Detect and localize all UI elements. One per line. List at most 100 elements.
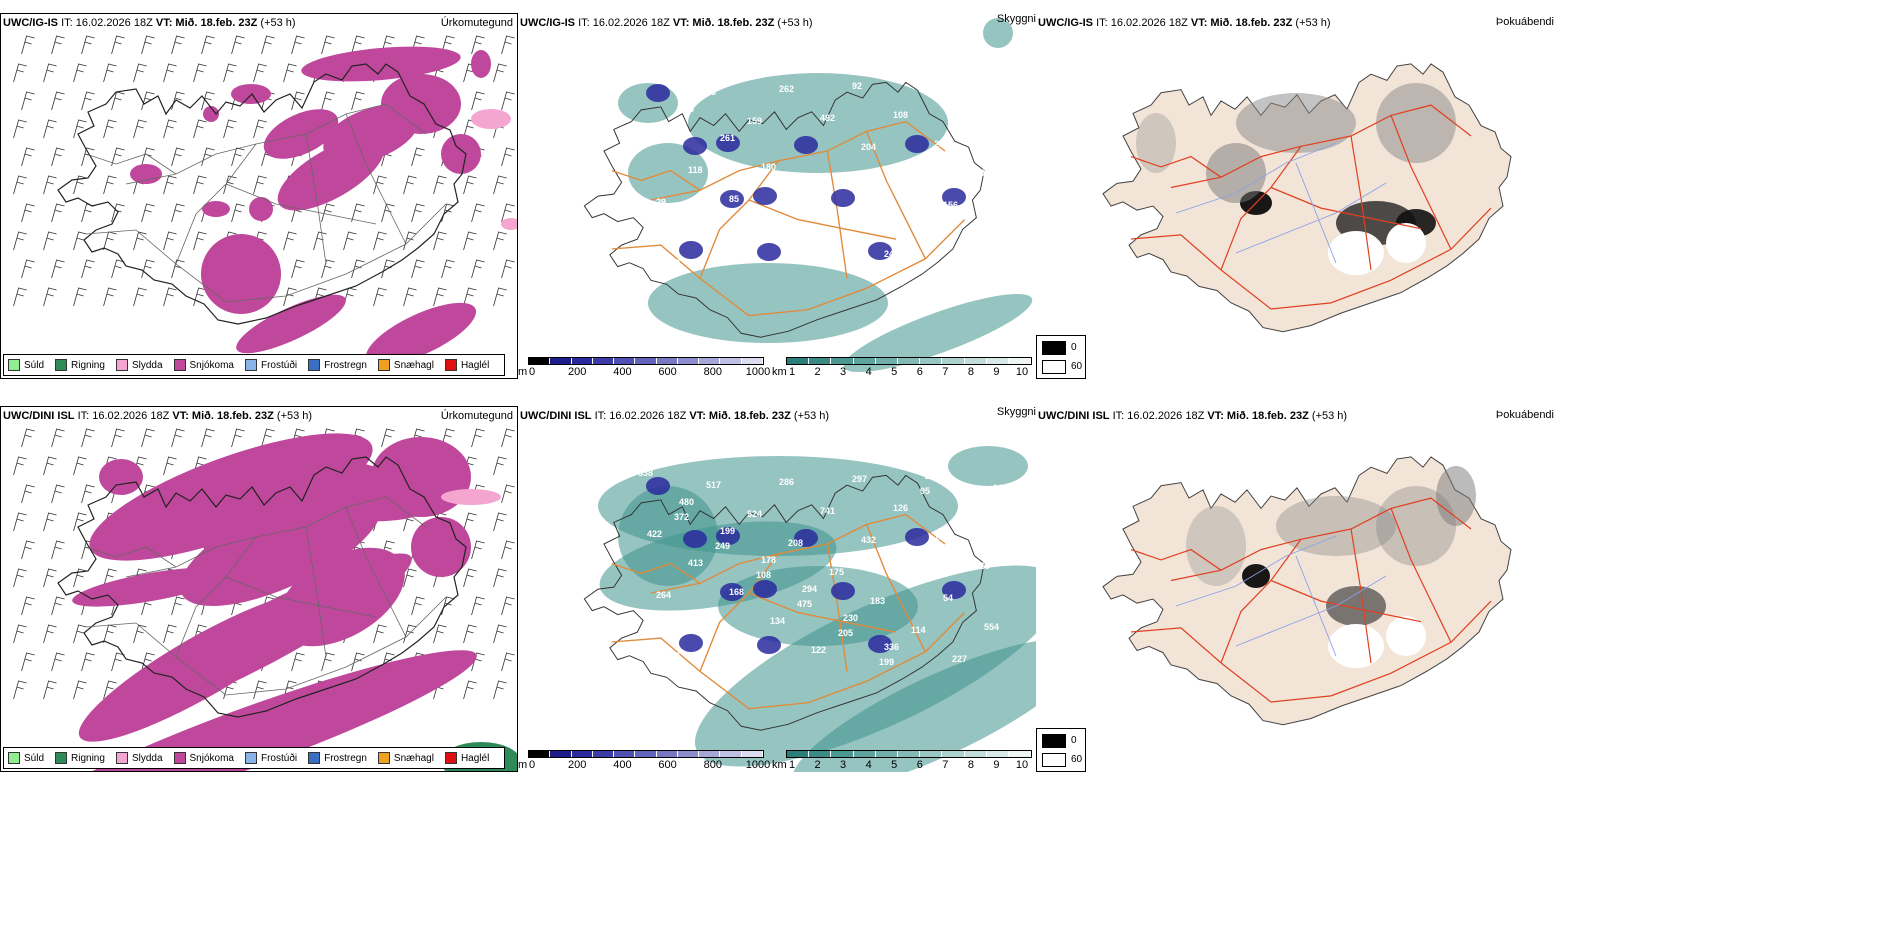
height-label: 393 [802, 191, 817, 201]
mountain-area [942, 581, 966, 599]
height-label: 29 [656, 197, 666, 207]
fog-map-dini [1102, 456, 1512, 726]
wind-barb [411, 596, 425, 616]
road [650, 120, 946, 201]
wind-barb [193, 119, 207, 139]
wind-barb [463, 231, 477, 251]
wind-barb [411, 259, 425, 279]
wind-barb [51, 652, 65, 672]
colorbar-tick: 8 [967, 366, 974, 378]
wind-barb [73, 287, 87, 307]
mountain-area [716, 527, 740, 545]
height-label: 554 [984, 622, 999, 632]
colorbar-tick: 7 [942, 759, 949, 771]
height-label: 286 [779, 477, 794, 487]
wind-barb [13, 175, 27, 195]
height-label: 199 [720, 526, 735, 536]
height-label: 129 [638, 75, 653, 85]
legend-item: Slydda [115, 359, 163, 371]
colorbar-tick: 6 [916, 366, 923, 378]
fog-panel-dini: UWC/DINI ISL IT: 16.02.2026 18Z VT: Mið.… [1036, 406, 1558, 772]
legend-swatch [308, 752, 321, 764]
wind-barb [43, 175, 57, 195]
wind-barb [201, 91, 215, 111]
height-label: 163 [679, 104, 694, 114]
iceland-outline [57, 63, 467, 325]
colorbar-strip [528, 750, 764, 758]
wind-barb [141, 35, 155, 55]
height-label: 432 [861, 535, 876, 545]
colorbar-unit: m [518, 759, 528, 771]
wind-barb [73, 680, 87, 700]
fog-index-area [1376, 486, 1456, 566]
mountain-area [831, 582, 855, 600]
wind-barb [433, 287, 447, 307]
height-label: 168 [729, 587, 744, 597]
height-label: 236 [811, 252, 826, 262]
legend-label: Snæhagl [393, 359, 434, 371]
sleet-areas [471, 109, 517, 230]
legend-swatch [244, 752, 257, 764]
mountain-areas [646, 84, 966, 261]
height-label: 134 [770, 616, 785, 626]
mountain-area [757, 243, 781, 261]
wind-barb [51, 540, 65, 560]
panel-title: Skyggni [996, 13, 1036, 25]
wind-barb [433, 175, 447, 195]
precip-type-panel-ig: UWC/IG-IS IT: 16.02.2026 18Z VT: Mið. 18… [0, 13, 518, 379]
legend-item: Slydda [115, 752, 163, 764]
wind-barb [103, 680, 117, 700]
wind-barb [43, 63, 57, 83]
fog-index-area [1276, 496, 1396, 556]
height-label: 204 [861, 142, 876, 152]
low-visibility-areas [618, 18, 1033, 373]
colorbar-tick: 7 [942, 366, 949, 378]
wind-barb [463, 175, 477, 195]
height-label: 248 [697, 619, 712, 629]
fog-index-area [1436, 466, 1476, 526]
wind-barb [463, 287, 477, 307]
height-label: 122 [811, 645, 826, 655]
wind-barb [433, 231, 447, 251]
iceland-land [1102, 456, 1512, 726]
wind-barb [381, 259, 395, 279]
height-label: 156 [943, 200, 958, 210]
wind-barb [253, 119, 267, 139]
colorbar-tick: 4 [865, 759, 872, 771]
road [225, 576, 377, 618]
wind-barb [13, 512, 27, 532]
snow-area [25, 650, 477, 771]
road [1130, 600, 1492, 703]
colorbar-unit: km [772, 366, 787, 378]
wind-barb [253, 680, 267, 700]
height-label: 205 [838, 628, 853, 638]
low-visibility-area [983, 18, 1013, 48]
snow-area [441, 134, 481, 174]
wind-barb [261, 428, 275, 448]
wind-barb [501, 428, 515, 448]
wind-barb [403, 568, 417, 588]
wind-barb [463, 568, 477, 588]
colorbar-tick: 0 [528, 759, 536, 771]
wind-barb [141, 147, 155, 167]
colorbar-tick: 1000 [745, 366, 771, 378]
road [175, 143, 257, 265]
wind-barb [133, 63, 147, 83]
mountain-area [646, 477, 670, 495]
snow-area [371, 437, 471, 517]
wind-barb [441, 35, 455, 55]
wind-barb [501, 147, 515, 167]
colorbar-strip [786, 750, 1032, 758]
colorbar-tick: 800 [703, 366, 722, 378]
mountain-area [716, 134, 740, 152]
snow-area [78, 592, 324, 742]
wind-barb [163, 119, 177, 139]
wind-barb [321, 259, 335, 279]
wind-barb [103, 231, 117, 251]
wind-barb [493, 624, 507, 644]
snow-area [365, 302, 477, 366]
panel-title: Úrkomutegund [440, 410, 513, 422]
colorbar-tick: 200 [568, 759, 587, 771]
road [1130, 155, 1222, 178]
height-label: 54 [943, 593, 953, 603]
